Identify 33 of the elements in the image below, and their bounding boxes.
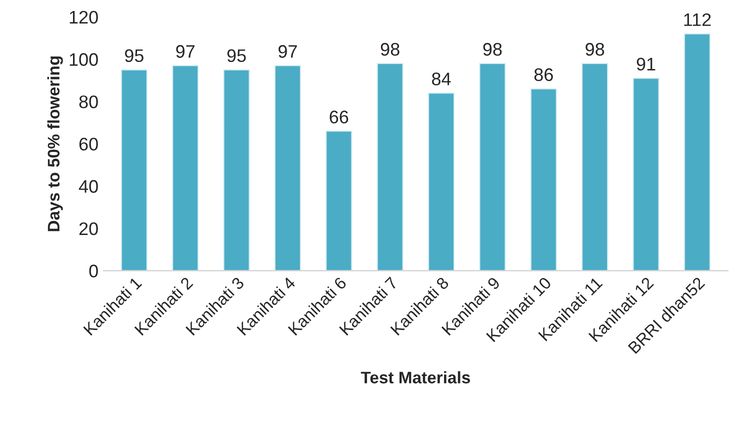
y-tick-label: 120 [70, 10, 98, 24]
bar [581, 62, 608, 271]
data-label: 91 [636, 58, 656, 71]
data-label: 97 [278, 45, 297, 58]
bar [428, 92, 455, 271]
data-label: 112 [684, 13, 711, 26]
bar [326, 130, 352, 271]
y-tick-label: 20 [79, 222, 98, 236]
bar [376, 62, 404, 271]
data-label: 95 [227, 49, 246, 62]
bar [632, 78, 660, 271]
y-axis-title: Days to 50% flowering [47, 56, 63, 232]
bar [530, 88, 557, 271]
y-tick-label: 80 [79, 95, 98, 108]
data-label: 98 [483, 42, 502, 56]
y-tick-label: 0 [89, 264, 98, 278]
bar [172, 65, 199, 271]
bar [223, 69, 250, 271]
x-axis-title: Test Materials [360, 371, 470, 384]
data-label: 66 [330, 110, 348, 124]
bar [684, 33, 711, 271]
data-label: 95 [124, 49, 144, 62]
data-label: 98 [586, 42, 604, 56]
data-label: 84 [432, 72, 451, 86]
y-tick-label: 40 [78, 180, 98, 193]
y-tick-label: 100 [70, 53, 98, 66]
bar [479, 62, 506, 271]
data-label: 86 [534, 68, 553, 82]
data-label: 98 [380, 42, 400, 56]
data-label: 97 [176, 45, 194, 58]
y-tick-label: 60 [79, 138, 98, 151]
bar [120, 69, 148, 271]
bar [274, 65, 302, 271]
